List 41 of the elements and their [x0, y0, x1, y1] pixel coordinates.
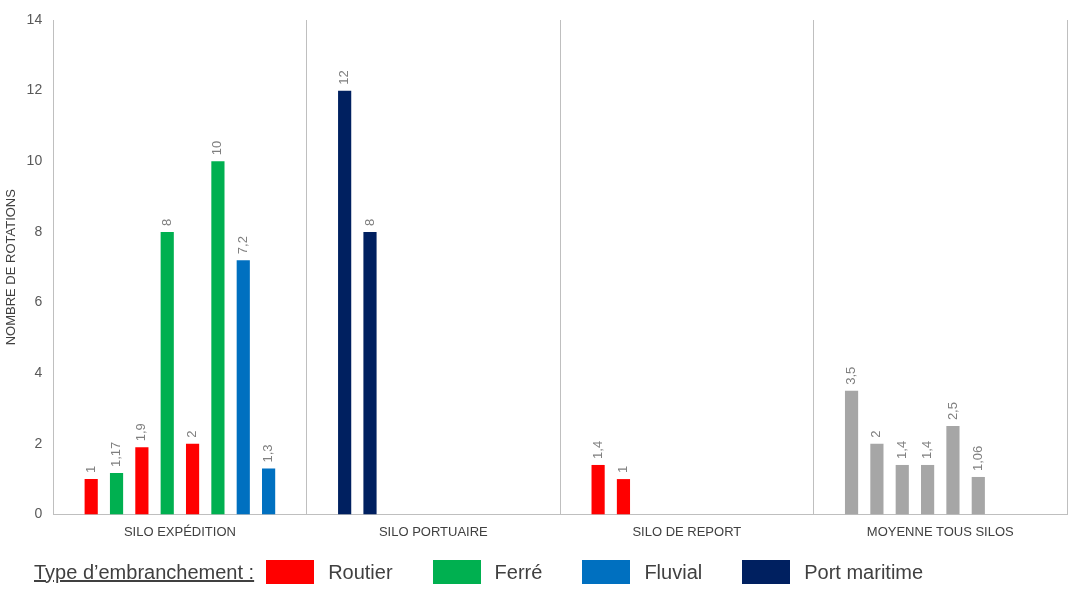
x-tick-label: SILO PORTUAIRE	[378, 523, 489, 539]
data-label: 2,5	[944, 402, 960, 421]
data-label: 1,9	[133, 423, 149, 442]
data-label: 1,4	[919, 440, 935, 459]
bar	[591, 464, 605, 515]
y-tick-label: 0	[34, 505, 43, 522]
data-label: 1,17	[108, 441, 124, 468]
y-tick-label: 2	[34, 434, 43, 451]
x-tick-label: SILO DE REPORT	[632, 523, 742, 539]
bar	[236, 260, 250, 515]
bar	[84, 479, 98, 515]
data-label: 1	[615, 465, 631, 474]
bar	[262, 468, 276, 515]
data-label: 1,4	[893, 440, 909, 459]
data-label: 7,2	[234, 236, 250, 255]
legend-label: Routier	[328, 560, 393, 584]
data-label: 2	[868, 430, 884, 438]
data-label: 1	[82, 465, 98, 474]
y-tick-label: 6	[34, 293, 43, 310]
bar	[363, 231, 377, 515]
data-label: 8	[361, 218, 377, 226]
data-label: 1,4	[589, 440, 605, 459]
data-label: 3,5	[843, 366, 859, 385]
y-tick-label: 10	[26, 152, 43, 169]
data-label: 12	[336, 70, 352, 85]
data-label: 10	[209, 140, 225, 156]
x-tick-label: MOYENNE TOUS SILOS	[866, 523, 1015, 539]
data-label: 8	[158, 218, 174, 226]
x-tick-label: SILO EXPÉDITION	[123, 523, 236, 539]
y-tick-label: 4	[34, 364, 43, 380]
data-label: 1,06	[969, 445, 985, 471]
y-tick-label: 12	[26, 81, 43, 98]
data-label: 2	[184, 430, 200, 438]
legend-title: Type d’embranchement :	[34, 560, 255, 584]
data-label: 1,3	[260, 444, 276, 463]
legend-label: Ferré	[494, 560, 543, 584]
y-tick-label: 8	[34, 222, 43, 239]
y-axis-title: NOMBRE DE ROTATIONS	[3, 188, 19, 346]
legend-label: Port maritime	[804, 560, 924, 584]
y-tick-label: 14	[26, 10, 43, 27]
legend-label: Fluvial	[644, 560, 703, 584]
